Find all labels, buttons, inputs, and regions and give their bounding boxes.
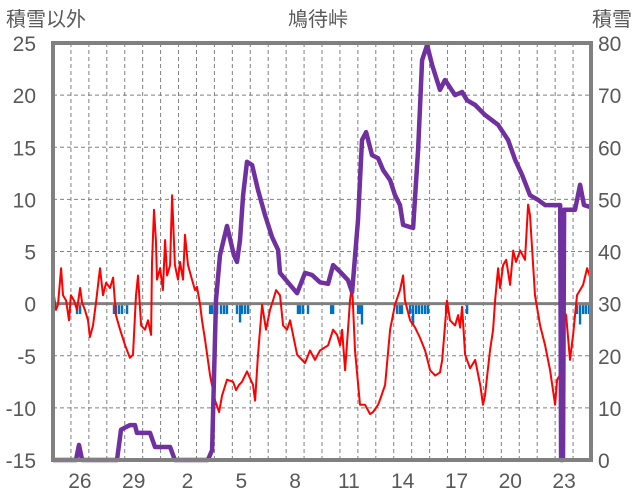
precip-bar — [420, 305, 424, 315]
temperature-line — [53, 194, 592, 416]
precip-bar — [210, 305, 214, 315]
right-y-tick-label: 80 — [598, 33, 621, 56]
plot-frame — [51, 41, 593, 462]
left-y-ticks: 25 20 15 10 5 0 -5 -10 -15 — [6, 33, 36, 473]
right-y-tick-label: 30 — [598, 294, 621, 317]
right-y-ticks: 80 70 60 50 40 30 20 10 0 — [598, 33, 621, 473]
left-y-tick-label: 15 — [13, 137, 36, 160]
x-tick-label: 14 — [391, 470, 415, 493]
left-y-tick-label: -5 — [17, 346, 36, 369]
precip-bar — [417, 305, 421, 315]
precip-bar — [78, 305, 82, 315]
precip-bar — [465, 305, 469, 315]
right-axis-title: 積雪 — [592, 8, 632, 31]
x-tick-label: 23 — [552, 470, 575, 493]
precip-bar — [358, 305, 362, 315]
x-ticks: 26 29 2 5 8 11 14 17 20 23 — [68, 470, 576, 493]
precip-bar — [306, 305, 310, 315]
precip-bar — [112, 305, 116, 315]
precip-bar — [578, 305, 582, 325]
precip-bar — [423, 305, 427, 315]
precip-bar — [414, 305, 418, 315]
precip-bar — [243, 305, 247, 315]
precip-bar — [426, 305, 430, 315]
right-y-tick-label: 20 — [598, 346, 621, 369]
precip-bar — [246, 305, 250, 315]
precip-bar — [575, 305, 579, 315]
precip-bar — [581, 305, 585, 315]
x-tick-label: 17 — [445, 470, 468, 493]
left-y-tick-label: 5 — [24, 242, 36, 265]
right-y-tick-label: 0 — [598, 450, 610, 473]
precip-bar — [331, 305, 335, 315]
right-y-tick-label: 60 — [598, 137, 621, 160]
x-tick-label: 29 — [122, 470, 145, 493]
precip-bar — [584, 305, 588, 315]
precip-bar — [208, 305, 212, 315]
x-tick-label: 8 — [289, 470, 301, 493]
precip-bar — [408, 305, 412, 315]
right-y-tick-label: 40 — [598, 242, 621, 265]
x-tick-label: 11 — [338, 470, 360, 493]
precip-bar — [117, 305, 121, 315]
gridlines — [53, 43, 591, 460]
left-y-tick-label: 20 — [13, 85, 36, 108]
precip-bar — [360, 305, 364, 325]
precip-bar — [411, 305, 415, 325]
left-y-tick-label: 25 — [13, 33, 36, 56]
left-y-tick-label: 0 — [24, 294, 36, 317]
precip-bar — [235, 305, 239, 315]
left-axis-title: 積雪以外 — [6, 8, 86, 31]
chart-title: 鳩待峠 — [288, 8, 348, 31]
x-tick-label: 20 — [499, 470, 522, 493]
right-y-tick-label: 10 — [598, 398, 621, 421]
precip-bar — [296, 305, 300, 315]
left-y-tick-label: 10 — [13, 189, 36, 212]
right-y-tick-label: 70 — [598, 85, 621, 108]
x-tick-label: 5 — [235, 470, 247, 493]
precip-bar — [298, 305, 302, 315]
precip-bar — [400, 305, 404, 315]
precip-bar — [301, 305, 305, 315]
left-y-tick-label: -15 — [6, 450, 36, 473]
precip-bar — [240, 305, 244, 315]
precip-bar — [225, 305, 229, 315]
precip-bar — [238, 305, 242, 323]
x-tick-label: 2 — [182, 470, 194, 493]
left-y-tick-label: -10 — [6, 398, 36, 421]
precip-bar — [219, 305, 223, 315]
right-y-tick-label: 50 — [598, 189, 621, 212]
precip-bar — [125, 305, 129, 315]
precip-bar — [329, 305, 333, 315]
precip-bar — [356, 305, 360, 315]
precip-bar — [398, 305, 402, 315]
precip-bar — [395, 305, 399, 315]
x-tick-label: 26 — [68, 470, 91, 493]
precip-bar — [120, 305, 124, 315]
precip-bar — [222, 305, 226, 315]
